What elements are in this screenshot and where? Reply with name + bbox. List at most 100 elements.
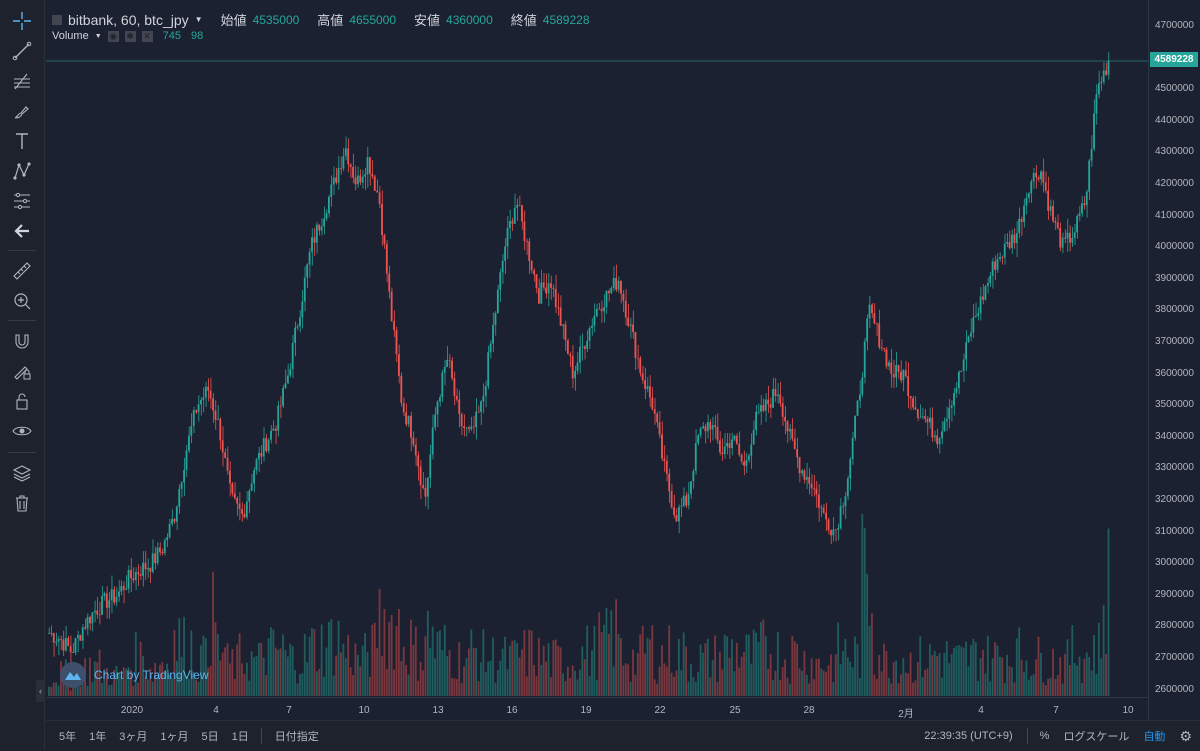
candle-body	[405, 412, 408, 425]
volume-bar	[330, 619, 333, 696]
prediction-icon[interactable]	[9, 188, 35, 214]
candle-body	[1088, 160, 1091, 192]
lock-drawing-icon[interactable]	[9, 358, 35, 384]
candle-body	[257, 453, 260, 460]
volume-bar	[550, 677, 552, 696]
volume-label[interactable]: Volume	[52, 30, 89, 42]
candle-body	[941, 431, 943, 439]
text-tool-icon[interactable]	[9, 128, 35, 154]
trash-icon[interactable]	[9, 490, 35, 516]
volume-bar	[159, 664, 161, 696]
brush-icon[interactable]	[9, 98, 35, 124]
volume-bar	[494, 682, 497, 696]
candle-body	[716, 427, 719, 441]
chevron-down-icon[interactable]: ▼	[94, 32, 102, 40]
candle-body	[960, 370, 963, 372]
candle-body	[702, 426, 704, 429]
crosshair-icon[interactable]	[9, 8, 35, 34]
eye-icon[interactable]: ◉	[107, 30, 119, 42]
tradingview-watermark[interactable]: Chart by TradingView	[60, 662, 209, 688]
magnet-icon[interactable]	[9, 328, 35, 354]
back-arrow-icon[interactable]	[9, 218, 35, 244]
close-icon[interactable]: ✕	[141, 30, 153, 42]
gear-icon[interactable]: ✱	[124, 30, 136, 42]
volume-bar	[825, 671, 828, 696]
volume-bar	[653, 679, 656, 696]
candle-body	[168, 523, 171, 538]
volume-bar	[817, 658, 820, 696]
candle-body	[156, 547, 159, 564]
candle-body	[144, 562, 147, 570]
price-chart[interactable]	[46, 0, 1148, 697]
goto-date-button[interactable]: 日付指定	[274, 731, 319, 743]
candle-body	[229, 470, 231, 484]
range-5d-button[interactable]: 5日	[201, 731, 219, 743]
volume-bar	[407, 674, 410, 696]
range-5y-button[interactable]: 5年	[59, 731, 77, 743]
volume-bar	[323, 676, 325, 696]
range-1y-button[interactable]: 1年	[89, 731, 107, 743]
chart-pane[interactable]	[46, 0, 1148, 720]
volume-bar	[101, 683, 103, 696]
symbol-title[interactable]: bitbank, 60, btc_jpy	[68, 11, 189, 28]
candle-body	[434, 414, 436, 428]
clock-timezone-button[interactable]: 22:39:35 (UTC+9)	[924, 730, 1013, 742]
candle-body	[103, 593, 106, 597]
range-1m-button[interactable]: 1ヶ月	[160, 731, 189, 743]
candle-body	[347, 148, 350, 165]
candle-body	[991, 261, 994, 276]
candle-body	[1081, 203, 1083, 214]
ruler-icon[interactable]	[9, 258, 35, 284]
candle-body	[142, 562, 144, 576]
candle-body	[875, 323, 878, 325]
candle-body	[62, 639, 65, 651]
volume-bar	[397, 609, 400, 696]
volume-bar	[547, 643, 550, 696]
candle-body	[895, 365, 897, 378]
collapse-legend-icon[interactable]	[52, 14, 62, 25]
candle-body	[376, 190, 379, 193]
range-3m-button[interactable]: 3ヶ月	[119, 731, 148, 743]
pattern-icon[interactable]	[9, 158, 35, 184]
candle-body	[120, 585, 123, 592]
percent-scale-button[interactable]: %	[1039, 730, 1050, 742]
candle-body	[101, 596, 103, 615]
price-tick-label: 3700000	[1155, 336, 1194, 347]
candle-body	[190, 426, 193, 436]
candle-body	[521, 205, 523, 222]
collapse-toolbar-handle[interactable]: ‹	[36, 680, 45, 702]
volume-bar	[289, 643, 292, 696]
volume-bar	[810, 658, 813, 696]
trend-line-icon[interactable]	[9, 38, 35, 64]
volume-bar	[1085, 652, 1088, 696]
volume-bar	[277, 649, 280, 696]
auto-scale-button[interactable]: 自動	[1143, 731, 1166, 743]
candle-body	[745, 460, 748, 466]
candle-body	[897, 365, 900, 372]
candle-body	[733, 435, 736, 440]
layers-icon[interactable]	[9, 460, 35, 486]
candle-body	[1107, 61, 1110, 75]
volume-bar	[622, 665, 625, 696]
log-scale-button[interactable]: ログスケール	[1063, 731, 1130, 743]
volume-bar	[849, 661, 852, 696]
candle-body	[161, 551, 164, 554]
chevron-down-icon[interactable]: ▼	[194, 15, 203, 24]
gear-icon[interactable]: ⚙	[1179, 727, 1192, 744]
volume-bar	[762, 619, 765, 696]
time-axis[interactable]: 2020 4 7 10 13 16 19 22 25 28 2月 4 7 10	[46, 697, 1148, 721]
candle-body	[974, 315, 977, 318]
price-axis[interactable]: 4700000460000045000004400000430000042000…	[1148, 0, 1200, 720]
eye-icon[interactable]	[9, 418, 35, 444]
time-tick-label: 19	[580, 705, 592, 716]
zoom-in-icon[interactable]	[9, 288, 35, 314]
unlock-icon[interactable]	[9, 388, 35, 414]
candle-body	[656, 413, 659, 423]
candle-body	[663, 458, 666, 461]
range-1d-button[interactable]: 1日	[231, 731, 249, 743]
candle-body	[950, 405, 953, 408]
drawing-toolbar	[0, 0, 45, 750]
time-tick-label: 2020	[120, 705, 144, 716]
fib-tool-icon[interactable]	[9, 68, 35, 94]
toolbar-divider	[8, 452, 36, 453]
